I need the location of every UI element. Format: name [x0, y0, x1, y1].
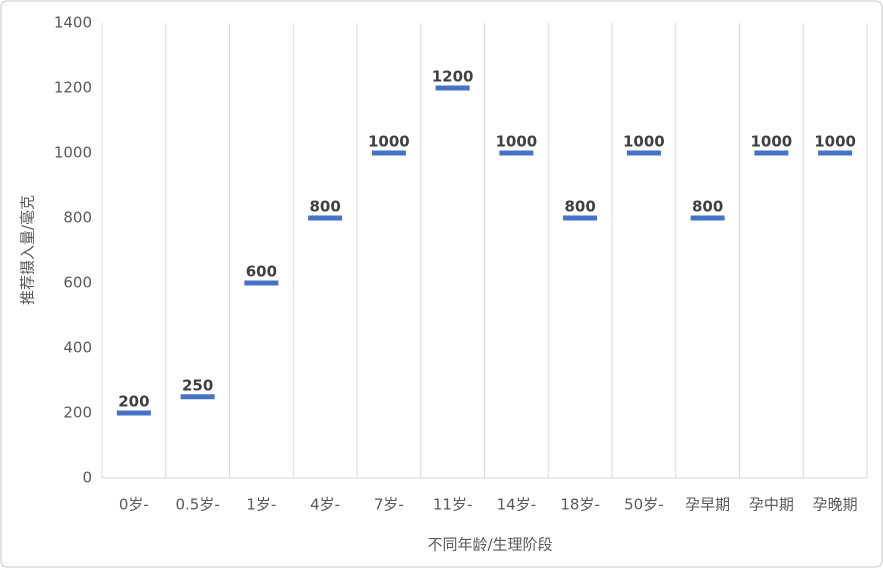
x-tick-label: 7岁- [374, 496, 404, 514]
data-label: 800 [692, 198, 723, 216]
x-tick-label: 0岁- [119, 496, 149, 514]
data-label: 200 [118, 393, 149, 411]
marker [563, 215, 598, 221]
x-tick-label: 0.5岁- [175, 496, 219, 514]
x-tick-label: 孕早期 [685, 496, 730, 514]
data-label: 1000 [814, 133, 856, 151]
y-tick-label: 1000 [54, 144, 92, 162]
y-tick-label: 0 [82, 469, 92, 487]
data-label: 1000 [368, 133, 410, 151]
marker [626, 150, 661, 156]
y-tick-label: 1200 [54, 79, 92, 97]
data-label: 1000 [623, 133, 665, 151]
y-tick-label: 600 [63, 274, 92, 292]
marker [116, 410, 151, 416]
y-axis-title: 推荐摄入量/毫克 [19, 195, 37, 305]
data-label: 1000 [496, 133, 538, 151]
marker [499, 150, 534, 156]
data-label: 800 [309, 198, 340, 216]
data-label: 600 [246, 263, 277, 281]
marker [818, 150, 853, 156]
x-tick-label: 18岁- [560, 496, 600, 514]
x-tick-label: 11岁- [433, 496, 473, 514]
data-label: 1200 [432, 68, 474, 86]
y-tick-label: 800 [63, 209, 92, 227]
y-tick-label: 400 [63, 339, 92, 357]
y-tick-label: 1400 [54, 14, 92, 32]
x-tick-label: 4岁- [310, 496, 340, 514]
y-tick-label: 200 [63, 404, 92, 422]
x-tick-label: 1岁- [246, 496, 276, 514]
data-label: 250 [182, 376, 213, 394]
x-tick-label: 50岁- [624, 496, 664, 514]
x-tick-label: 孕中期 [749, 496, 794, 514]
x-tick-label: 14岁- [497, 496, 537, 514]
marker [180, 394, 215, 400]
marker [754, 150, 789, 156]
marker [690, 215, 725, 221]
x-tick-label: 孕晚期 [813, 496, 858, 514]
data-label: 800 [564, 198, 595, 216]
data-label: 1000 [751, 133, 793, 151]
marker [244, 280, 279, 286]
x-axis-title: 不同年龄/生理阶段 [427, 536, 552, 554]
marker [371, 150, 406, 156]
marker [308, 215, 343, 221]
marker [435, 85, 470, 91]
